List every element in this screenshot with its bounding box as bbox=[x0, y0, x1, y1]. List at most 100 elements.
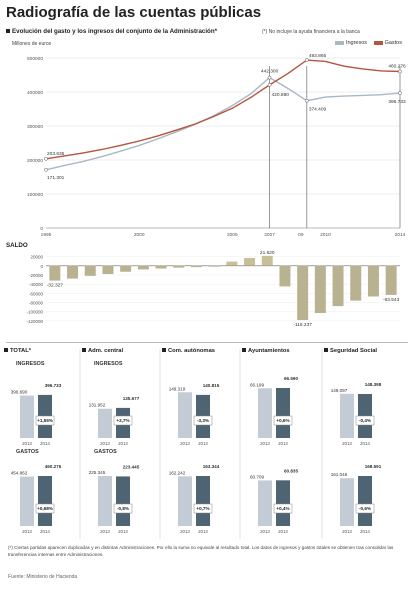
saldo-bar bbox=[244, 257, 256, 266]
y-tick-label: -120000 bbox=[26, 319, 43, 324]
change-label: -0,6% bbox=[359, 506, 371, 511]
panel-bar bbox=[98, 476, 112, 526]
bar-value-label: 149.097 bbox=[331, 388, 348, 393]
x-tick-label: 2007 bbox=[264, 232, 275, 238]
panel-title: Ayuntamientos bbox=[248, 348, 290, 354]
group-label: GASTOS bbox=[16, 449, 39, 455]
panel-bar bbox=[258, 480, 272, 526]
bar-value-label: 60.835 bbox=[284, 468, 298, 473]
section-marker-icon bbox=[4, 348, 8, 352]
y-tick-label: 20000 bbox=[30, 255, 43, 260]
change-label: +0,6% bbox=[276, 418, 289, 423]
saldo-bar bbox=[190, 265, 202, 268]
panel-bar bbox=[258, 388, 272, 438]
page-title: Radiografía de las cuentas públicas bbox=[6, 4, 262, 21]
change-label: -0,4% bbox=[359, 418, 371, 423]
change-badge bbox=[193, 415, 213, 426]
bar-year-label: 2013 bbox=[180, 441, 190, 446]
legend-swatch-ingresos bbox=[334, 40, 344, 45]
panel-bar bbox=[98, 408, 112, 438]
saldo-bar bbox=[49, 265, 61, 281]
bar-value-label: 454.862 bbox=[11, 471, 28, 476]
panel-title: Com. autónomas bbox=[168, 348, 215, 354]
legend-label-ingresos: Ingresos bbox=[345, 40, 368, 46]
section-marker-icon bbox=[162, 348, 166, 352]
data-label: -63.543 bbox=[383, 297, 400, 303]
group-label: GASTOS bbox=[94, 449, 117, 455]
y-tick-label: 200000 bbox=[27, 158, 43, 164]
bar-value-label: 161.046 bbox=[331, 472, 348, 477]
change-badge bbox=[113, 503, 133, 514]
point-marker bbox=[44, 156, 48, 161]
point-marker bbox=[304, 58, 309, 62]
bar-value-label: 396.733 bbox=[45, 383, 62, 388]
bar-year-label: 2013 bbox=[100, 529, 110, 534]
bar-year-label: 2013 bbox=[100, 441, 110, 446]
saldo-bar bbox=[67, 265, 79, 279]
line-chart-legend: Ingresos Gastos bbox=[330, 40, 402, 46]
panel-title: Adm. central bbox=[88, 348, 124, 354]
y-tick-label: -20000 bbox=[29, 273, 44, 278]
bar-value-label: 148.398 bbox=[365, 382, 382, 387]
y-tick-label: 0 bbox=[40, 264, 43, 269]
line-chart-title: Evolución del gasto y los ingresos del c… bbox=[6, 28, 217, 35]
bar-value-label: 460.276 bbox=[45, 464, 62, 469]
bar-year-label: 2014 bbox=[198, 441, 208, 446]
change-badge bbox=[113, 415, 133, 426]
change-badge bbox=[273, 415, 293, 426]
change-label: +2,7% bbox=[116, 418, 129, 423]
change-label: +0,68% bbox=[37, 506, 53, 511]
panel-bar bbox=[178, 392, 192, 438]
bar-year-label: 2014 bbox=[278, 441, 288, 446]
change-label: +1,55% bbox=[37, 418, 53, 423]
saldo-bar bbox=[120, 265, 132, 272]
change-badge bbox=[273, 503, 293, 514]
line-chart-title-text: Evolución del gasto y los ingresos del c… bbox=[12, 28, 218, 35]
saldo-bar bbox=[84, 265, 96, 276]
panel-bar bbox=[196, 476, 210, 526]
data-label: 171.301 bbox=[47, 175, 65, 181]
group-label: INGRESOS bbox=[94, 361, 123, 367]
change-label: -0,8% bbox=[117, 506, 129, 511]
bar-value-label: 225.345 bbox=[89, 470, 106, 475]
y-tick-label: 500000 bbox=[27, 56, 43, 62]
bar-value-label: 131.952 bbox=[89, 403, 106, 408]
data-label: 460.276 bbox=[388, 64, 406, 70]
bar-value-label: 162.242 bbox=[169, 470, 186, 475]
bar-value-label: 140.815 bbox=[203, 383, 220, 388]
bar-value-label: 149.319 bbox=[169, 386, 186, 391]
point-marker bbox=[304, 98, 309, 103]
data-label: 493.865 bbox=[309, 53, 327, 59]
section-marker-icon bbox=[242, 348, 246, 352]
bar-year-label: 2014 bbox=[118, 441, 128, 446]
data-label: 374.409 bbox=[309, 107, 327, 113]
saldo-chart: 20000 0 -20000 -40000 -60000 -80000 -100000 -12… bbox=[26, 250, 400, 328]
saldo-bar bbox=[226, 261, 238, 266]
saldo-title: SALDO bbox=[6, 242, 28, 249]
panel-bar bbox=[116, 476, 130, 526]
y-tick-label: -40000 bbox=[29, 282, 44, 287]
panel-bar bbox=[276, 388, 290, 438]
point-marker bbox=[267, 75, 272, 80]
data-label: 396.733 bbox=[388, 99, 406, 105]
change-label: -3,3% bbox=[197, 418, 209, 423]
data-label: 442.300 bbox=[261, 69, 279, 75]
panel-bar bbox=[20, 395, 34, 438]
bar-value-label: 223.445 bbox=[123, 464, 140, 469]
legend-swatch-gastos bbox=[373, 40, 383, 45]
panel-bar bbox=[38, 476, 52, 526]
saldo-bar bbox=[297, 265, 309, 321]
y-tick-label: -100000 bbox=[26, 310, 43, 315]
bar-value-label: 390.690 bbox=[11, 390, 28, 395]
saldo-bar bbox=[314, 265, 326, 314]
x-tick-label: 2014 bbox=[395, 232, 406, 238]
change-label: +0,7% bbox=[196, 506, 209, 511]
saldo-bar bbox=[332, 265, 344, 307]
change-badge bbox=[193, 503, 213, 514]
data-label: 203.635 bbox=[47, 151, 65, 157]
bar-year-label: 2013 bbox=[342, 441, 352, 446]
panel-bar bbox=[276, 480, 290, 526]
panel-title: Seguridad Social bbox=[330, 348, 377, 354]
bar-value-label: 60.709 bbox=[250, 474, 264, 479]
saldo-bar bbox=[279, 265, 291, 287]
